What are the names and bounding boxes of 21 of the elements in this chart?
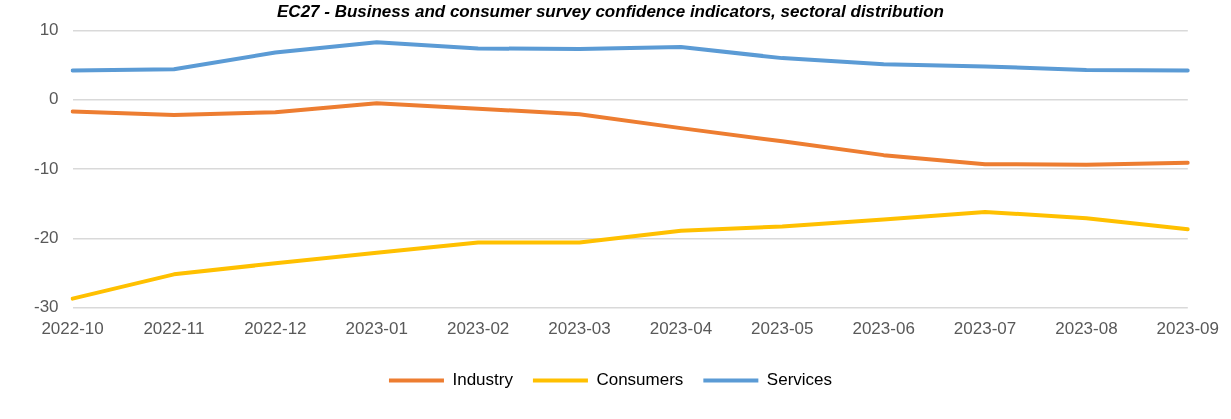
legend-label: Consumers [596, 370, 684, 390]
y-tick-label: -20 [33, 227, 59, 247]
y-tick-label: -10 [33, 158, 59, 178]
x-tick-label: 2023-09 [1156, 319, 1219, 339]
x-tick-label: 2023-02 [446, 319, 510, 339]
x-tick-label: 2023-04 [649, 319, 713, 339]
legend-label: Services [766, 370, 833, 390]
x-tick-label: 2022-12 [244, 319, 307, 339]
y-tick-label: 0 [49, 89, 59, 109]
x-tick-label: 2023-08 [1055, 319, 1118, 339]
y-tick-label: -30 [33, 297, 59, 317]
x-tick-label: 2023-03 [548, 319, 611, 339]
x-tick-label: 2022-10 [41, 319, 104, 339]
x-tick-label: 2022-11 [143, 319, 205, 339]
x-tick-label: 2023-05 [751, 319, 814, 339]
legend-label: Industry [452, 370, 514, 390]
x-tick-label: 2023-07 [953, 319, 1017, 339]
x-tick-label: 2023-06 [852, 319, 915, 339]
chart-title: EC27 - Business and consumer survey confidence indicators, sectoral distribution [277, 1, 944, 21]
y-tick-label: 10 [39, 20, 59, 40]
x-tick-label: 2023-01 [345, 319, 408, 339]
